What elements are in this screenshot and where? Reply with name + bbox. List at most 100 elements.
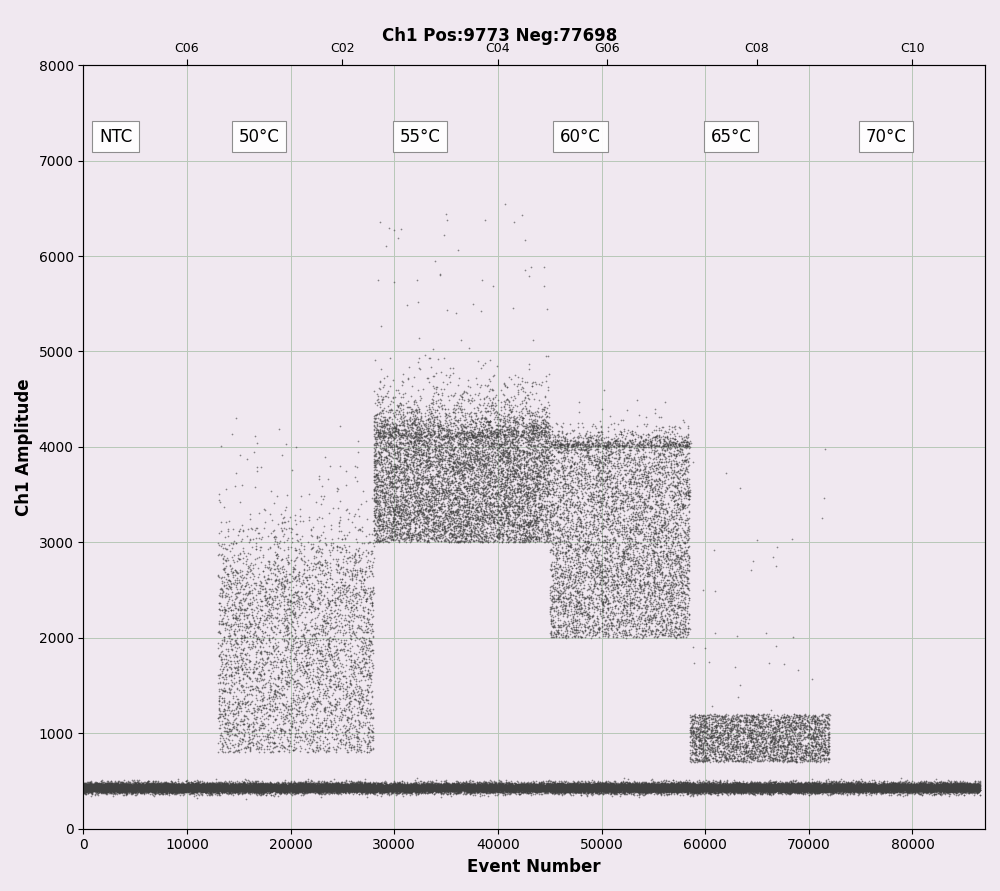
Point bbox=[315, 782, 331, 797]
Point bbox=[587, 785, 603, 799]
Point bbox=[935, 782, 951, 797]
Point bbox=[528, 781, 544, 796]
Point bbox=[941, 781, 957, 796]
Point bbox=[771, 721, 787, 735]
Point bbox=[128, 781, 144, 795]
Point bbox=[881, 779, 897, 793]
Point bbox=[259, 786, 275, 800]
Point bbox=[807, 779, 823, 793]
Point bbox=[954, 779, 970, 793]
Point bbox=[508, 498, 524, 512]
Point bbox=[372, 432, 388, 446]
Point bbox=[780, 781, 796, 796]
Point bbox=[120, 780, 136, 794]
Point bbox=[895, 781, 911, 795]
Point bbox=[902, 783, 918, 797]
Point bbox=[686, 781, 702, 795]
Point bbox=[534, 523, 550, 537]
Point bbox=[505, 523, 521, 537]
Point bbox=[866, 781, 882, 795]
Point bbox=[124, 784, 140, 798]
Point bbox=[354, 547, 370, 561]
Point bbox=[169, 781, 185, 796]
Point bbox=[611, 782, 627, 797]
Point bbox=[122, 779, 138, 793]
Point bbox=[483, 781, 499, 796]
Point bbox=[108, 783, 124, 797]
Point bbox=[343, 704, 359, 718]
Point bbox=[740, 784, 756, 798]
Point bbox=[577, 429, 593, 443]
Point bbox=[881, 782, 897, 797]
Point bbox=[791, 782, 807, 797]
Point bbox=[393, 781, 409, 795]
Point bbox=[558, 598, 574, 612]
Point bbox=[512, 781, 528, 796]
Point bbox=[308, 780, 324, 794]
Point bbox=[453, 521, 469, 535]
Point bbox=[703, 730, 719, 744]
Point bbox=[616, 778, 632, 792]
Point bbox=[255, 785, 271, 799]
Point bbox=[740, 778, 756, 792]
Point bbox=[500, 515, 516, 529]
Point bbox=[399, 442, 415, 456]
Point bbox=[734, 784, 750, 798]
Point bbox=[701, 785, 717, 799]
Point bbox=[529, 473, 545, 487]
Point bbox=[555, 511, 571, 526]
Point bbox=[463, 429, 479, 443]
Point bbox=[477, 496, 493, 511]
Point bbox=[110, 778, 126, 792]
Point bbox=[878, 779, 894, 793]
Point bbox=[493, 781, 509, 796]
Point bbox=[409, 497, 425, 511]
Point bbox=[657, 780, 673, 794]
Point bbox=[505, 495, 521, 510]
Point bbox=[821, 781, 837, 796]
Point bbox=[592, 559, 608, 573]
Point bbox=[744, 739, 760, 753]
Point bbox=[266, 704, 282, 718]
Point bbox=[425, 781, 441, 796]
Point bbox=[631, 778, 647, 792]
Point bbox=[931, 781, 947, 795]
Point bbox=[523, 515, 539, 529]
Point bbox=[112, 775, 128, 789]
Point bbox=[807, 781, 823, 795]
Point bbox=[430, 352, 446, 366]
Point bbox=[144, 779, 160, 793]
Point bbox=[880, 779, 896, 793]
Point bbox=[780, 781, 796, 795]
Point bbox=[652, 473, 668, 487]
Point bbox=[540, 531, 556, 545]
Point bbox=[170, 782, 186, 797]
Point bbox=[790, 726, 806, 740]
Point bbox=[633, 453, 649, 467]
Point bbox=[248, 781, 264, 795]
Point bbox=[780, 779, 796, 793]
Point bbox=[569, 781, 585, 795]
Point bbox=[332, 733, 348, 748]
Point bbox=[351, 780, 367, 794]
Point bbox=[433, 781, 449, 795]
Point bbox=[696, 780, 712, 794]
Point bbox=[876, 777, 892, 791]
Point bbox=[286, 782, 302, 797]
Point bbox=[444, 782, 460, 797]
Point bbox=[448, 463, 464, 478]
Point bbox=[189, 781, 205, 796]
Point bbox=[500, 781, 516, 795]
Point bbox=[93, 777, 109, 791]
Point bbox=[114, 779, 130, 793]
Point bbox=[510, 447, 526, 462]
Point bbox=[553, 781, 569, 795]
Point bbox=[187, 780, 203, 794]
Point bbox=[123, 783, 139, 797]
Point bbox=[548, 781, 564, 795]
Point bbox=[314, 779, 330, 793]
Point bbox=[539, 781, 555, 795]
Point bbox=[670, 781, 686, 796]
Point bbox=[958, 781, 974, 796]
Point bbox=[614, 564, 630, 578]
